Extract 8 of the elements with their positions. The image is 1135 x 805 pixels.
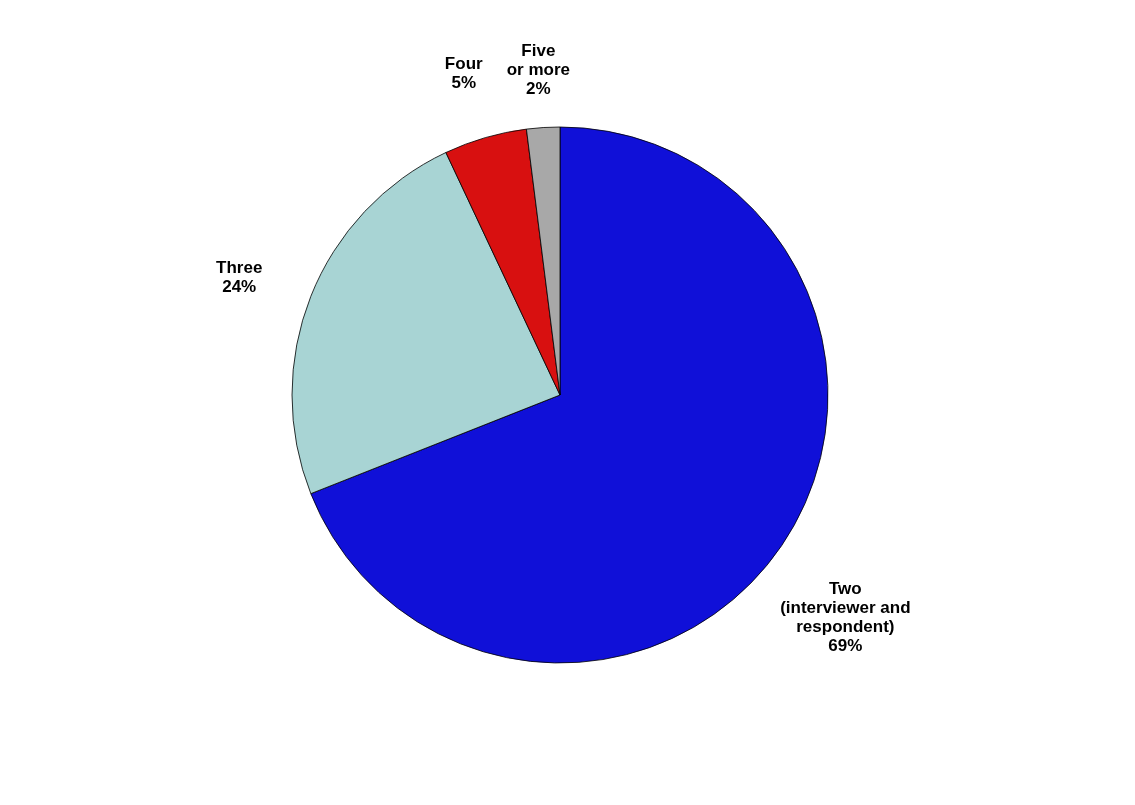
slice-label: Three [216,258,263,277]
slice-label: Five or more [506,40,570,79]
slice-label: Two (interviewer and respondent) [780,578,911,636]
slice-label: Four [444,53,484,73]
data-label: 24% [222,277,257,296]
data-label: 5% [451,72,477,92]
data-label: 2% [526,78,551,98]
data-label: 69% [828,635,863,655]
